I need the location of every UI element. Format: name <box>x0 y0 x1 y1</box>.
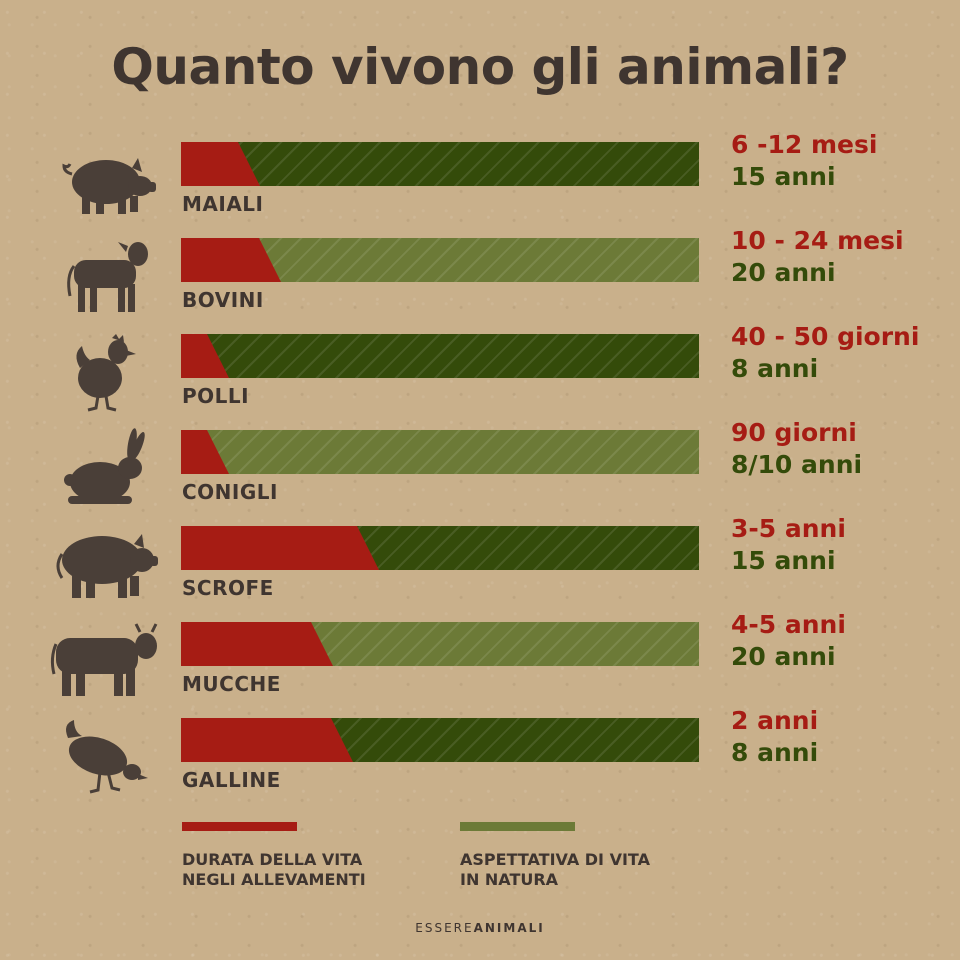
farm-lifespan-label: 6 -12 mesi <box>731 130 878 159</box>
bar-track <box>181 430 699 474</box>
bar-farm <box>181 622 333 666</box>
legend-label-farm-line1: DURATA DELLA VITA <box>182 850 363 869</box>
chart-row: GALLINE 2 anni 8 anni <box>0 706 960 812</box>
chicken-icon <box>48 332 160 412</box>
bar-track <box>181 238 699 282</box>
farm-lifespan-label: 90 giorni <box>731 418 857 447</box>
bar-nature <box>181 430 699 474</box>
bar-farm <box>181 718 353 762</box>
chart-row: CONIGLI 90 giorni 8/10 anni <box>0 418 960 524</box>
category-label: SCROFE <box>182 576 274 600</box>
category-label: GALLINE <box>182 768 281 792</box>
chart-title: Quanto vivono gli animali? <box>111 38 849 96</box>
nature-lifespan-label: 20 anni <box>731 258 836 287</box>
category-label: MUCCHE <box>182 672 281 696</box>
category-label: BOVINI <box>182 288 264 312</box>
legend-label-nature: ASPETTATIVA DI VITA IN NATURA <box>460 850 650 890</box>
category-label: MAIALI <box>182 192 264 216</box>
nature-lifespan-label: 15 anni <box>731 546 836 575</box>
hen-icon <box>48 716 160 796</box>
calf-icon <box>48 236 160 316</box>
sow-icon <box>48 524 160 604</box>
nature-lifespan-label: 8/10 anni <box>731 450 863 479</box>
legend-label-nature-line2: IN NATURA <box>460 870 559 889</box>
farm-lifespan-label: 10 - 24 mesi <box>731 226 904 255</box>
chart-row: MUCCHE 4-5 anni 20 anni <box>0 610 960 716</box>
nature-lifespan-label: 8 anni <box>731 738 819 767</box>
nature-lifespan-label: 20 anni <box>731 642 836 671</box>
farm-lifespan-label: 3-5 anni <box>731 514 846 543</box>
rabbit-icon <box>48 428 160 508</box>
bar-nature <box>181 334 699 378</box>
cow-icon <box>48 620 160 700</box>
bar-nature <box>181 142 699 186</box>
pig-icon <box>48 140 160 220</box>
brand-suffix: ANIMALI <box>473 921 545 935</box>
chart-row: SCROFE 3-5 anni 15 anni <box>0 514 960 620</box>
brand-prefix: ESSERE <box>415 921 474 935</box>
nature-lifespan-label: 8 anni <box>731 354 819 383</box>
legend-swatch-farm <box>182 822 297 831</box>
legend-swatch-nature <box>460 822 575 831</box>
legend-label-farm: DURATA DELLA VITA NEGLI ALLEVAMENTI <box>182 850 366 890</box>
bar-track <box>181 334 699 378</box>
farm-lifespan-label: 2 anni <box>731 706 819 735</box>
bar-farm <box>181 526 379 570</box>
bar-track <box>181 718 699 762</box>
legend-label-farm-line2: NEGLI ALLEVAMENTI <box>182 870 366 889</box>
brand-logo: ESSEREANIMALI <box>0 921 960 935</box>
bar-track <box>181 526 699 570</box>
bar-track <box>181 142 699 186</box>
bar-track <box>181 622 699 666</box>
chart-row: POLLI 40 - 50 giorni 8 anni <box>0 322 960 428</box>
nature-lifespan-label: 15 anni <box>731 162 836 191</box>
farm-lifespan-label: 40 - 50 giorni <box>731 322 920 351</box>
legend-label-nature-line1: ASPETTATIVA DI VITA <box>460 850 650 869</box>
category-label: POLLI <box>182 384 250 408</box>
chart-row: BOVINI 10 - 24 mesi 20 anni <box>0 226 960 332</box>
category-label: CONIGLI <box>182 480 278 504</box>
farm-lifespan-label: 4-5 anni <box>731 610 846 639</box>
chart-row: MAIALI 6 -12 mesi 15 anni <box>0 130 960 236</box>
